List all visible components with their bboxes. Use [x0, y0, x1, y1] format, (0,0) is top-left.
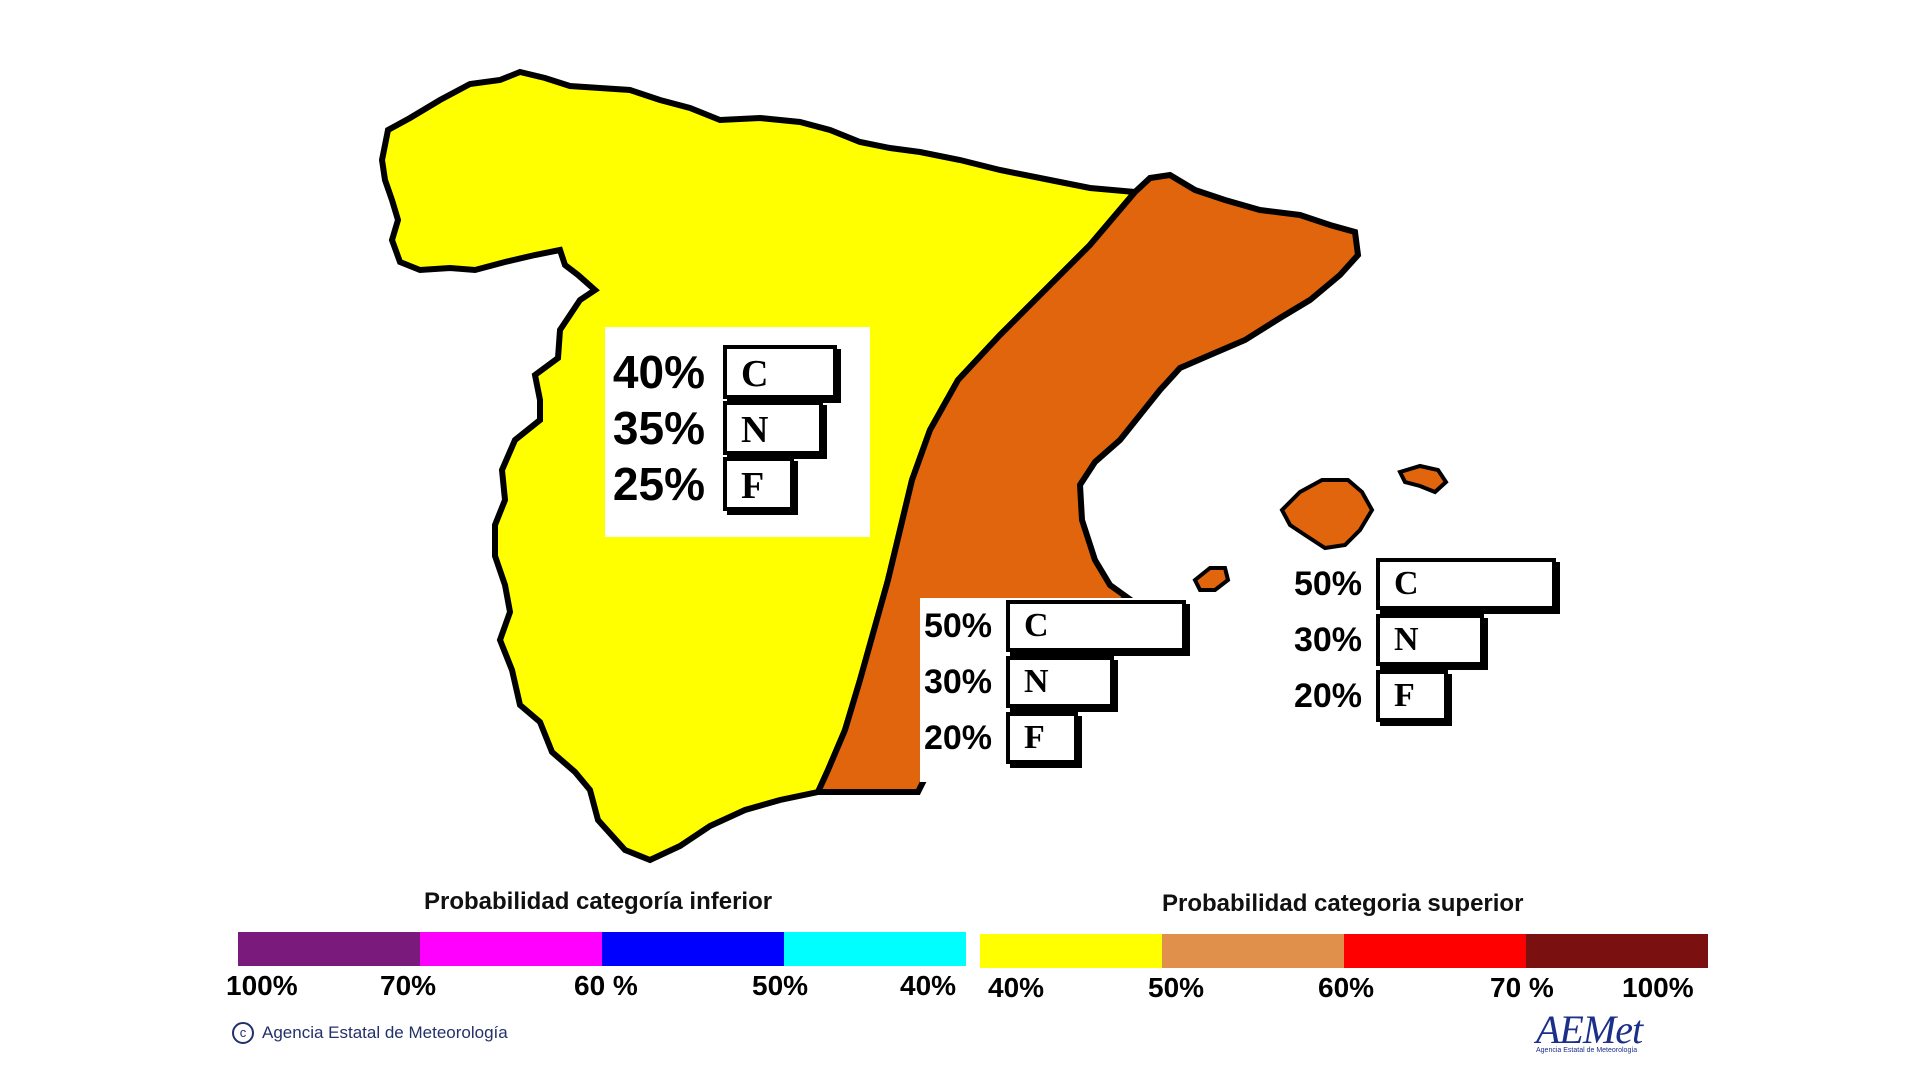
copyright-icon: c	[232, 1022, 254, 1044]
probability-row: 40% C	[605, 345, 837, 399]
legend-lower-title: Probabilidad categoría inferior	[424, 888, 773, 915]
probability-row: 25% F	[605, 457, 794, 511]
aemet-logo-text: AEMet	[1536, 1007, 1643, 1052]
probability-box-east: 50% C 30% N 20% F	[920, 598, 1210, 782]
legend-tick-label: 100%	[226, 970, 298, 1001]
legend-upper-title: Probabilidad categoria superior	[1162, 890, 1524, 917]
category-bar: C	[1006, 600, 1186, 652]
mallorca-island	[1279, 478, 1375, 551]
category-letter: F	[741, 465, 765, 507]
probability-row: 20% F	[920, 712, 1078, 764]
probability-row: 35% N	[605, 401, 823, 455]
probability-box-west: 40% C 35% N 25% F	[605, 327, 870, 537]
category-letter: N	[741, 409, 769, 451]
agency-credit: c Agencia Estatal de Meteorología	[232, 1022, 508, 1044]
probability-percent: 50%	[923, 606, 992, 645]
legend-swatch	[1344, 934, 1526, 968]
ibiza-island	[1192, 566, 1231, 592]
legend-upper-color-bar	[980, 934, 1708, 968]
aemet-logo: AEMet Agencia Estatal de Meteorología	[1536, 1006, 1686, 1062]
legend-tick-label: 100%	[1622, 972, 1694, 1003]
probability-percent: 35%	[612, 402, 705, 454]
probability-row: 30% N	[920, 656, 1114, 708]
legend-swatch	[1526, 934, 1708, 968]
legend-swatch	[1162, 934, 1344, 968]
probability-percent: 20%	[1293, 676, 1362, 715]
probability-row: 50% C	[920, 600, 1186, 652]
category-bar: C	[723, 345, 837, 399]
legend-swatch	[602, 932, 784, 966]
probability-percent: 50%	[1293, 564, 1362, 603]
category-bar: F	[1006, 712, 1078, 764]
probability-row: 50% C	[1290, 558, 1556, 610]
legend-tick-label: 50%	[1148, 972, 1205, 1003]
probability-percent: 30%	[923, 662, 992, 701]
category-bar: N	[1376, 614, 1484, 666]
aemet-logo-subtext: Agencia Estatal de Meteorología	[1536, 1047, 1638, 1054]
region-boundary-line	[816, 190, 1137, 793]
probability-box-balearic: 50% C 30% N 20% F	[1290, 558, 1580, 742]
legend-tick-label: 60%	[1318, 972, 1375, 1003]
legend-tick-label: 40%	[988, 972, 1045, 1003]
category-letter: F	[1394, 677, 1415, 714]
category-letter: C	[1394, 565, 1419, 602]
legend-tick-label: 70%	[380, 970, 437, 1001]
probability-percent: 40%	[612, 346, 705, 398]
category-bar: F	[1376, 670, 1448, 722]
agency-credit-text: Agencia Estatal de Meteorología	[262, 1023, 508, 1042]
category-bar: F	[723, 457, 794, 511]
probability-row: 20% F	[1290, 670, 1448, 722]
category-letter: N	[1024, 663, 1049, 700]
legend-swatch	[420, 932, 602, 966]
legend-swatch	[784, 932, 966, 966]
menorca-island	[1397, 463, 1449, 495]
probability-percent: 30%	[1293, 620, 1362, 659]
category-letter: C	[1024, 607, 1049, 644]
legend-tick-label: 70 %	[1490, 972, 1554, 1003]
category-letter: F	[1024, 719, 1045, 756]
legend-lower-color-bar	[238, 932, 966, 966]
category-letter: N	[1394, 621, 1419, 658]
legend-tick-label: 60 %	[574, 970, 638, 1001]
probability-percent: 20%	[923, 718, 992, 757]
category-bar: N	[1006, 656, 1114, 708]
legend-tick-label: 50%	[752, 970, 809, 1001]
legend-swatch	[238, 932, 420, 966]
probability-percent: 25%	[612, 458, 705, 510]
category-bar: N	[723, 401, 823, 455]
category-bar: C	[1376, 558, 1556, 610]
legend-tick-label: 40%	[900, 970, 957, 1001]
category-letter: C	[741, 353, 769, 395]
legend-swatch	[980, 934, 1162, 968]
probability-row: 30% N	[1290, 614, 1484, 666]
